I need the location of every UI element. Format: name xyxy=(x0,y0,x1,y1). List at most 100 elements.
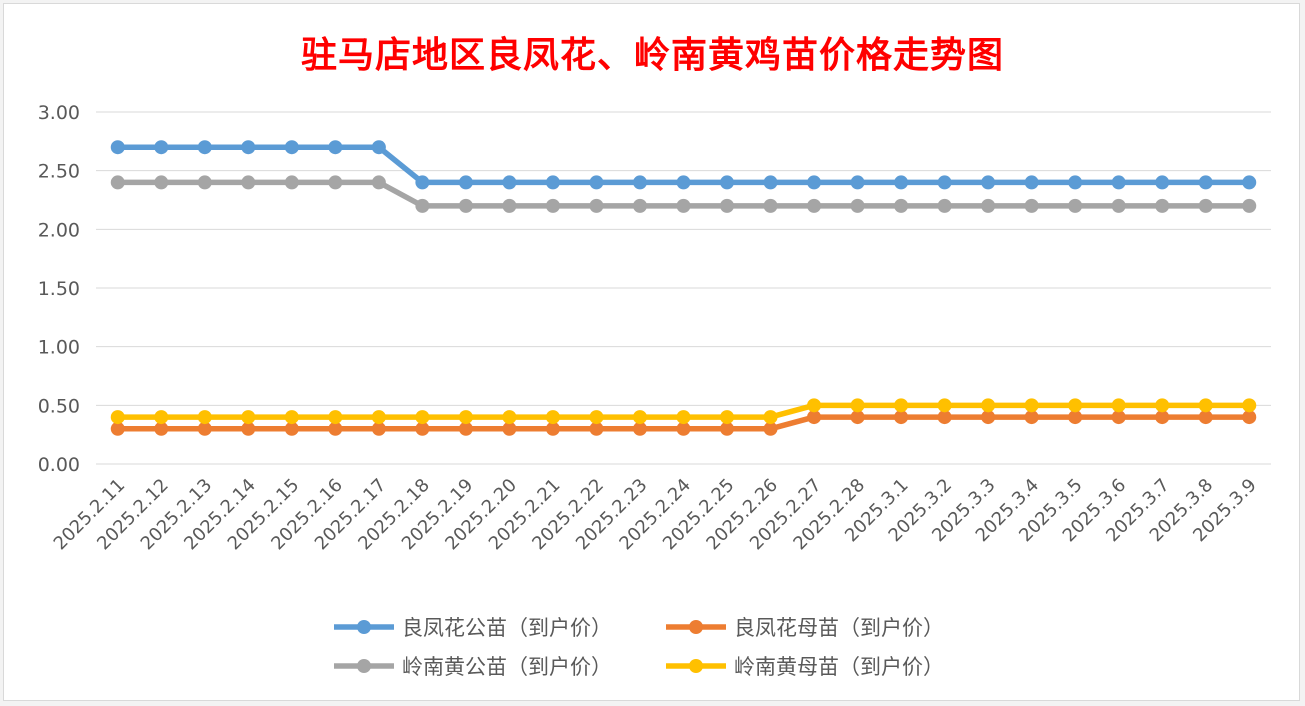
series-1-point xyxy=(763,421,778,436)
series-0-point xyxy=(1111,175,1126,190)
series-3-point xyxy=(197,410,212,425)
legend-swatch-marker xyxy=(689,659,703,673)
series-1-point xyxy=(1242,410,1257,425)
series-2-point xyxy=(241,175,256,190)
series-0-point xyxy=(154,140,169,155)
series-1-point xyxy=(1155,410,1170,425)
series-3-point xyxy=(589,410,604,425)
series-1-point xyxy=(545,421,560,436)
series-3-point xyxy=(807,398,822,413)
series-1-point xyxy=(937,410,952,425)
series-1-point xyxy=(850,410,865,425)
series-0-point xyxy=(415,175,430,190)
series-2-point xyxy=(110,175,125,190)
series-0-point xyxy=(1198,175,1213,190)
series-2-point xyxy=(1111,198,1126,213)
series-2-point xyxy=(1024,198,1039,213)
series-2-point xyxy=(676,198,691,213)
series-3-point xyxy=(632,410,647,425)
series-0-point xyxy=(763,175,778,190)
series-0-point xyxy=(1068,175,1083,190)
legend-swatch-marker xyxy=(357,659,371,673)
series-3-point xyxy=(371,410,386,425)
y-tick-label: 1.00 xyxy=(38,337,80,359)
series-3-point xyxy=(1198,398,1213,413)
y-tick-label: 3.00 xyxy=(38,102,80,124)
series-0-point xyxy=(894,175,909,190)
series-2-point xyxy=(1068,198,1083,213)
series-2-point xyxy=(415,198,430,213)
series-0-point xyxy=(589,175,604,190)
series-0-point xyxy=(241,140,256,155)
series-2-point xyxy=(328,175,343,190)
grid-layer xyxy=(96,111,1271,465)
series-3-point xyxy=(415,410,430,425)
series-0-point xyxy=(850,175,865,190)
series-0-point xyxy=(632,175,647,190)
y-tick-label: 2.00 xyxy=(38,219,80,241)
series-1-point xyxy=(458,421,473,436)
series-3-point xyxy=(545,410,560,425)
series-2-point xyxy=(589,198,604,213)
series-1-point xyxy=(720,421,735,436)
series-1-point xyxy=(284,421,299,436)
series-2-point xyxy=(458,198,473,213)
series-1-point xyxy=(1024,410,1039,425)
legend-swatch-marker xyxy=(357,620,371,634)
series-0-point xyxy=(807,175,822,190)
series-0-point xyxy=(458,175,473,190)
series-0-point xyxy=(545,175,560,190)
series-2-point xyxy=(1155,198,1170,213)
legend-label: 岭南黄母苗（到户价） xyxy=(734,655,944,679)
series-2-point xyxy=(981,198,996,213)
series-0-point xyxy=(720,175,735,190)
series-1-point xyxy=(241,421,256,436)
series-0-point xyxy=(284,140,299,155)
series-2-point xyxy=(197,175,212,190)
series-3-point xyxy=(720,410,735,425)
series-3-point xyxy=(937,398,952,413)
series-0-point xyxy=(1242,175,1257,190)
series-2-point xyxy=(1198,198,1213,213)
series-0-point xyxy=(937,175,952,190)
series-3-point xyxy=(894,398,909,413)
legend-swatch-marker xyxy=(689,620,703,634)
series-2-point xyxy=(763,198,778,213)
series-3-point xyxy=(1111,398,1126,413)
series-1-point xyxy=(328,421,343,436)
series-3-point xyxy=(676,410,691,425)
series-0-point xyxy=(676,175,691,190)
y-tick-label: 0.50 xyxy=(38,395,80,417)
series-1-point xyxy=(981,410,996,425)
legend: 良凤花公苗（到户价） 良凤花母苗（到户价） 岭南黄公苗（到户价） 岭南黄母苗（到户价） xyxy=(334,616,944,679)
series-0-point xyxy=(981,175,996,190)
series-3-point xyxy=(1024,398,1039,413)
series-1-point xyxy=(894,410,909,425)
series-1-point xyxy=(589,421,604,436)
legend-label: 良凤花母苗（到户价） xyxy=(734,616,944,640)
series-3-point xyxy=(1068,398,1083,413)
y-tick-label: 1.50 xyxy=(38,278,80,300)
series-1-point xyxy=(1198,410,1213,425)
y-tick-layer: 0.00 0.50 1.00 1.50 2.00 2.50 3.00 xyxy=(38,102,80,476)
series-1-point xyxy=(1068,410,1083,425)
series-3-point xyxy=(458,410,473,425)
series-3-point xyxy=(763,410,778,425)
series-0-point xyxy=(1155,175,1170,190)
series-1-point xyxy=(415,421,430,436)
series-2-point xyxy=(284,175,299,190)
series-layer xyxy=(110,140,1257,436)
series-3-point xyxy=(981,398,996,413)
chart-svg: 0.00 0.50 1.00 1.50 2.00 2.50 3.00 2025.2.1120… xyxy=(38,102,1271,679)
series-1-point xyxy=(371,421,386,436)
y-tick-label: 0.00 xyxy=(38,454,80,476)
series-2-point xyxy=(937,198,952,213)
series-3-point xyxy=(328,410,343,425)
series-2-point xyxy=(894,198,909,213)
series-3-point xyxy=(241,410,256,425)
series-3-point xyxy=(502,410,517,425)
series-3-point xyxy=(154,410,169,425)
chart-frame: 驻马店地区良凤花、岭南黄鸡苗价格走势图 0.00 0.50 1.00 1.50 2.00… xyxy=(3,3,1300,701)
legend-label: 岭南黄公苗（到户价） xyxy=(402,655,612,679)
series-2-point xyxy=(632,198,647,213)
